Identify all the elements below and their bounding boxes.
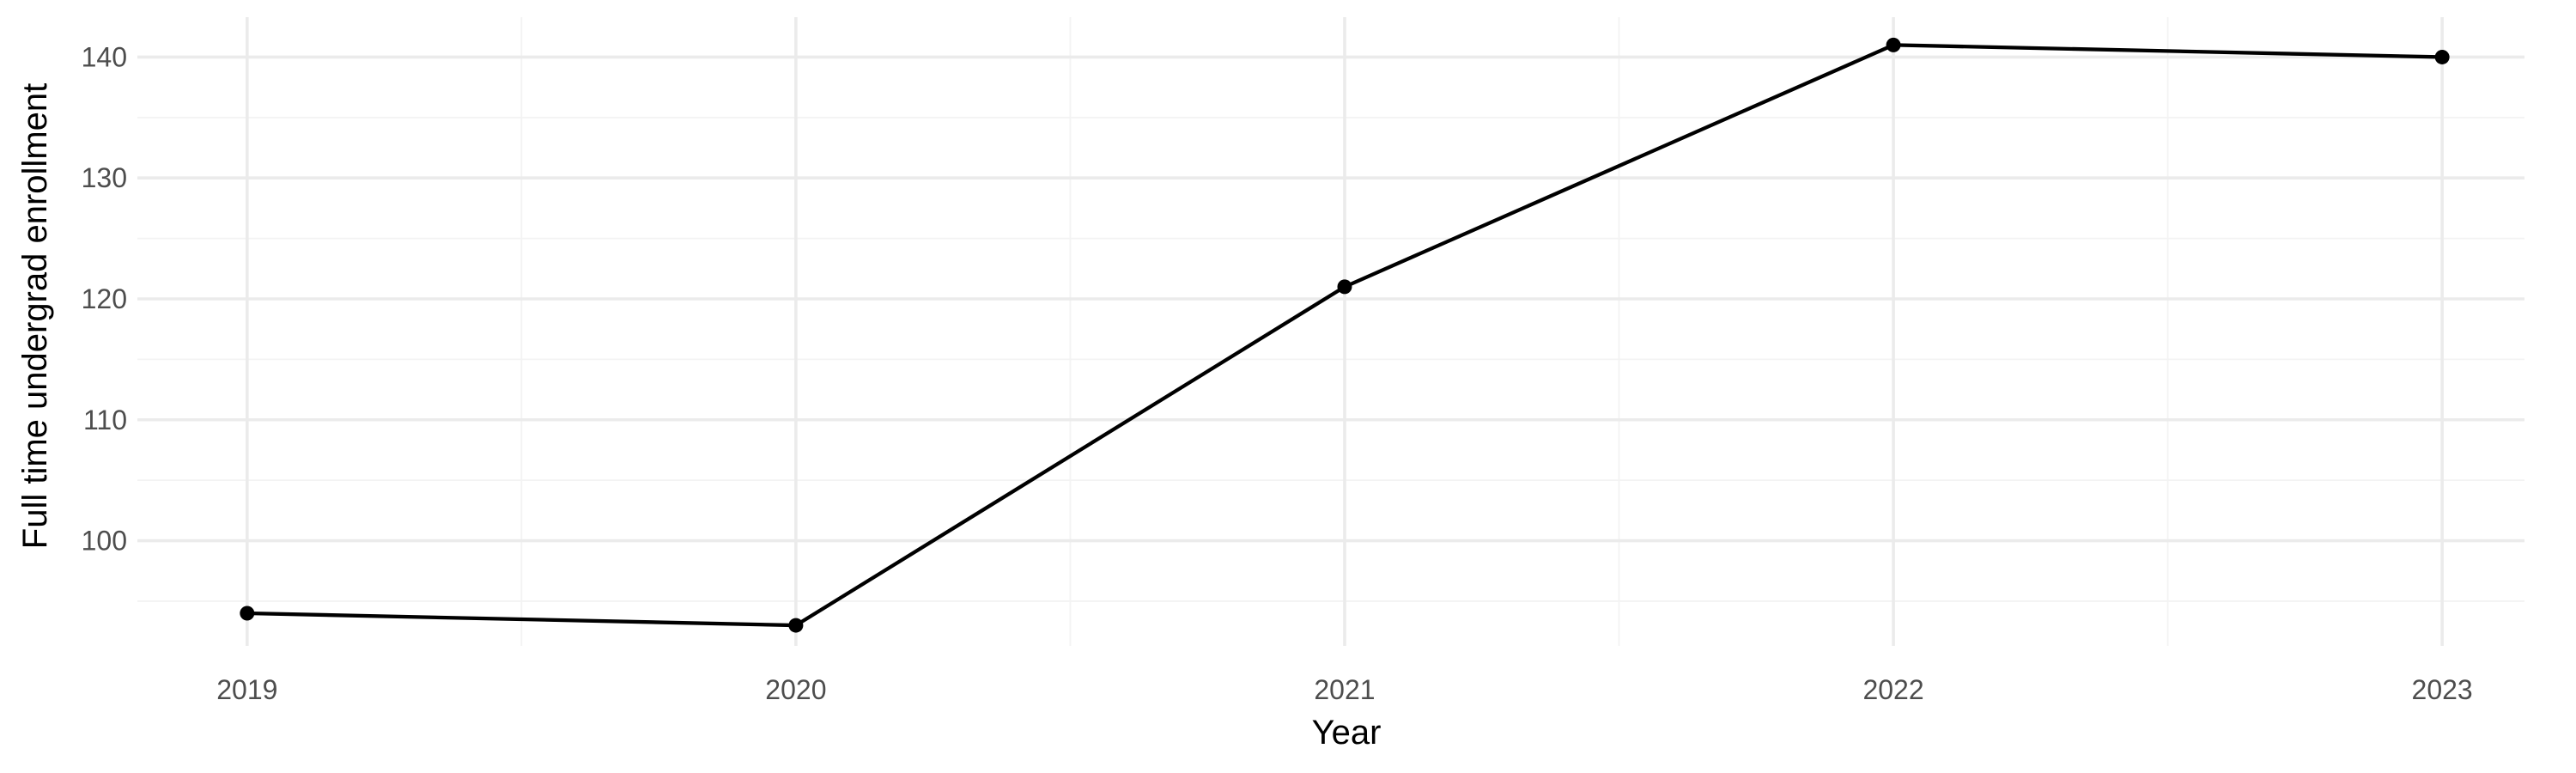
x-axis-tick-labels: 2019 2020 2021 2022 2023 [216,674,2473,705]
x-tick-label: 2021 [1314,674,1375,705]
data-point [788,618,804,633]
x-tick-label: 2020 [765,674,826,705]
x-tick-label: 2023 [2412,674,2473,705]
y-axis-tick-labels: 100 110 120 130 140 [82,41,127,556]
x-axis-title: Year [1312,714,1382,752]
data-point [2434,49,2450,64]
y-tick-label: 120 [82,283,127,314]
y-tick-label: 100 [82,526,127,557]
minor-gridlines [137,17,2524,646]
data-point [240,606,255,621]
data-point [1337,279,1352,295]
y-tick-label: 110 [83,405,127,435]
y-tick-label: 130 [82,162,127,193]
y-tick-label: 140 [82,41,127,72]
series-layer [240,37,2450,633]
y-axis-title: Full time undergrad enrollment [16,83,54,549]
x-tick-label: 2019 [216,674,277,705]
x-tick-label: 2022 [1862,674,1923,705]
major-gridlines [137,17,2524,646]
data-point [1886,37,1901,52]
